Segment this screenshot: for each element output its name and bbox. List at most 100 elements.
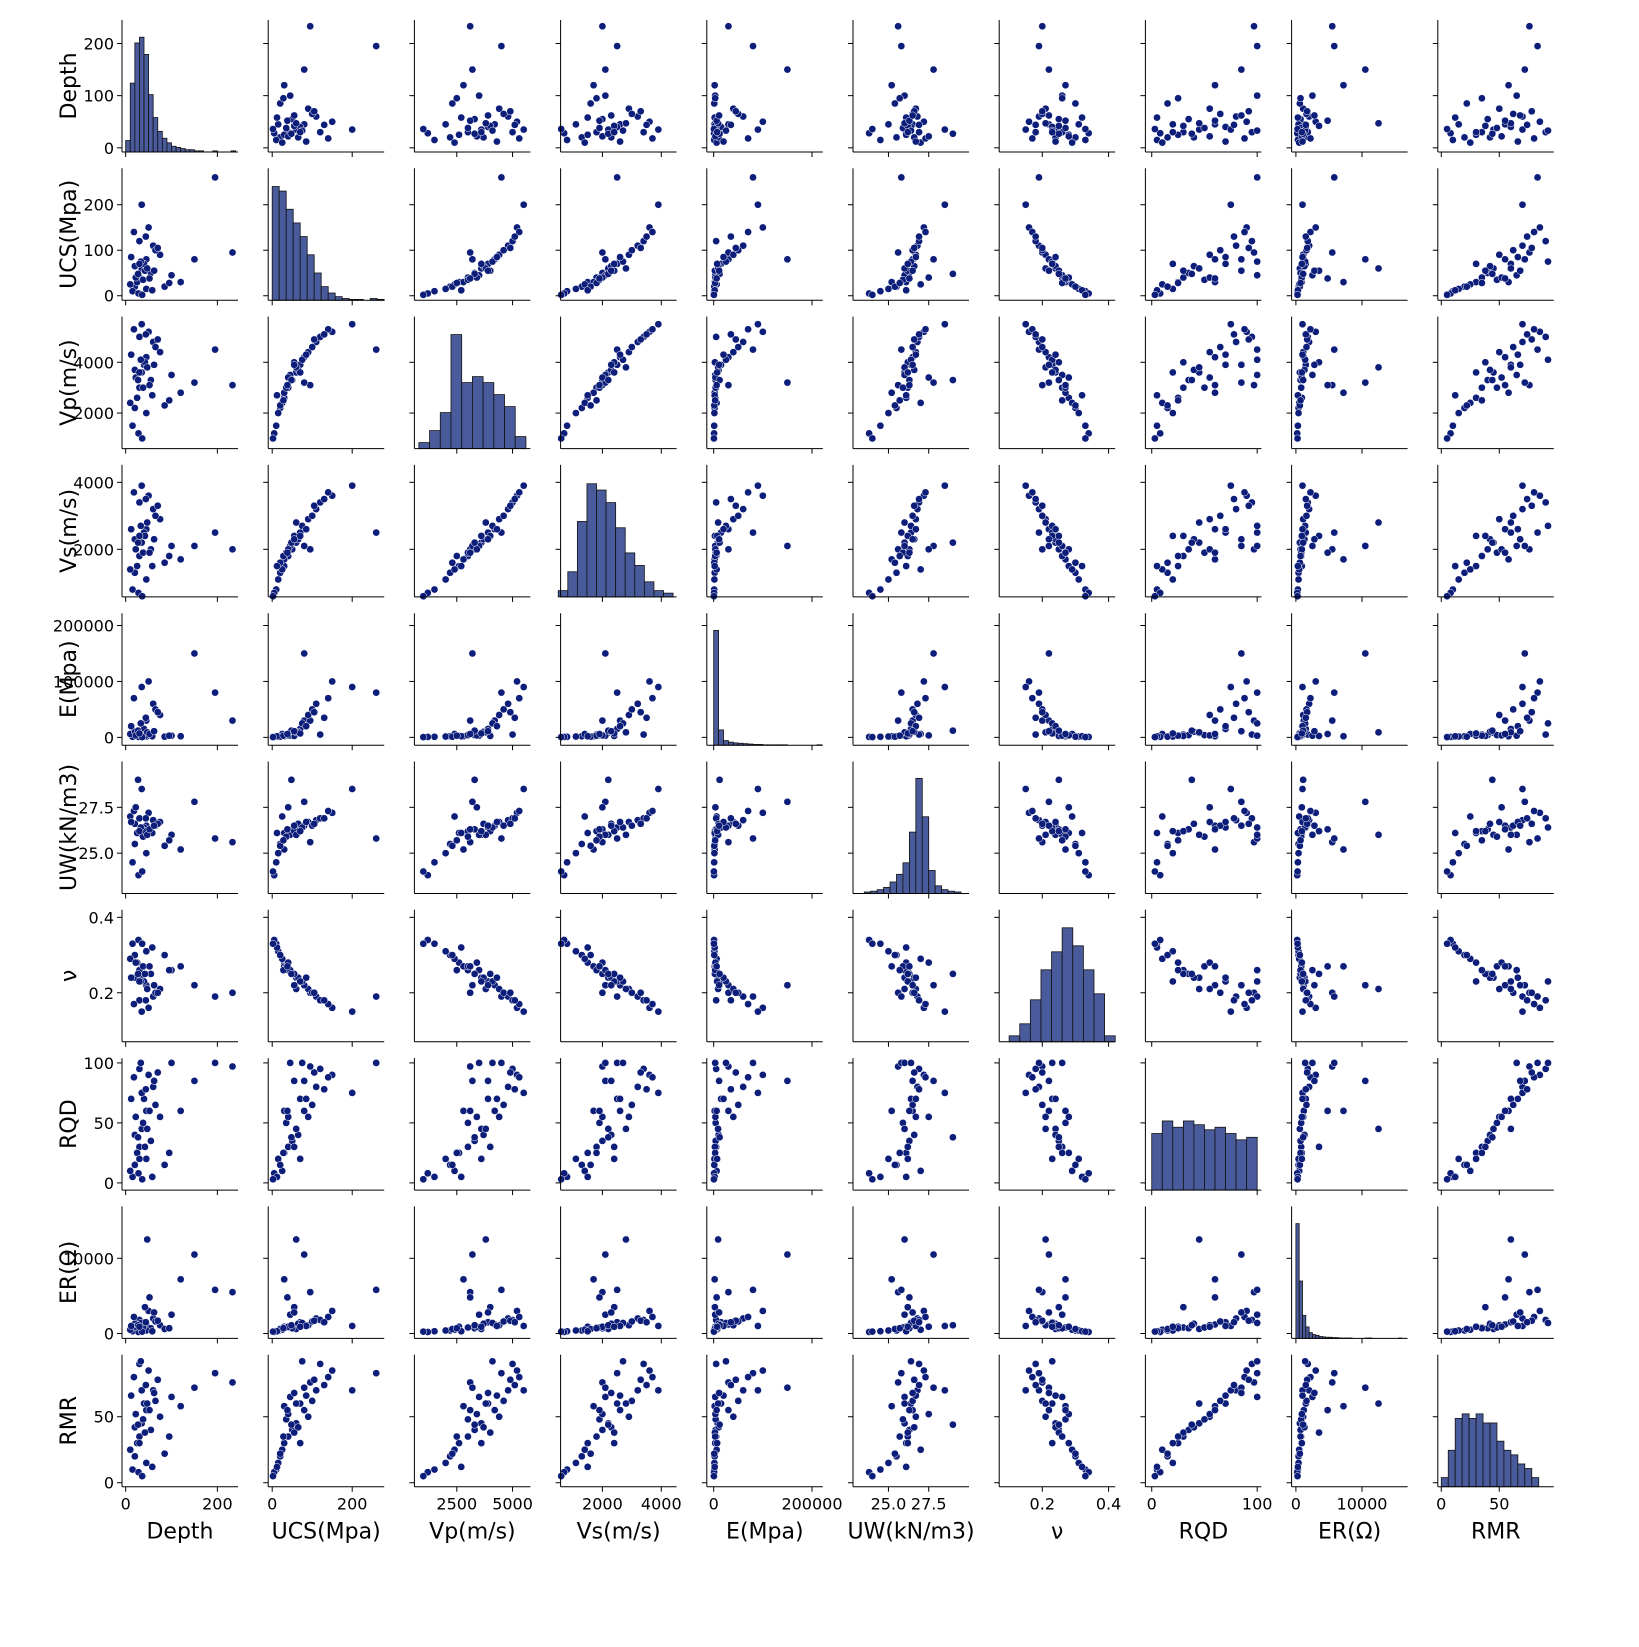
scatter-point xyxy=(154,989,161,996)
scatter-point xyxy=(516,1074,523,1081)
scatter-point xyxy=(1082,291,1089,298)
scatter-point xyxy=(1324,275,1331,282)
scatter-point xyxy=(1514,253,1521,260)
scatter-point xyxy=(1206,1323,1213,1330)
panel xyxy=(994,1058,1115,1195)
scatter-point xyxy=(498,1286,505,1293)
scatter-point xyxy=(161,559,168,566)
scatter-point xyxy=(885,121,892,128)
panel xyxy=(1287,168,1408,305)
scatter-point xyxy=(1241,326,1248,333)
scatter-point xyxy=(150,1389,157,1396)
scatter-point xyxy=(1039,382,1046,389)
scatter-point xyxy=(715,536,722,543)
scatter-point xyxy=(1296,951,1303,958)
scatter-point xyxy=(460,556,467,563)
scatter-point xyxy=(1196,1236,1203,1243)
scatter-point xyxy=(1230,121,1237,128)
scatter-point xyxy=(1455,850,1462,857)
scatter-point xyxy=(507,989,514,996)
scatter-point xyxy=(1299,482,1306,489)
scatter-point xyxy=(191,1384,198,1391)
y-axis-label: ER(Ω) xyxy=(57,1241,82,1304)
scatter-point xyxy=(473,1411,480,1418)
scatter-point xyxy=(907,1059,914,1066)
panel xyxy=(848,20,969,157)
scatter-point xyxy=(1075,121,1082,128)
panel xyxy=(409,762,530,899)
scatter-point xyxy=(596,275,603,282)
scatter-point xyxy=(1449,859,1456,866)
scatter-point xyxy=(877,1173,884,1180)
scatter-point xyxy=(622,364,629,371)
scatter-point xyxy=(587,1450,594,1457)
scatter-point xyxy=(154,502,161,509)
scatter-point xyxy=(142,1086,149,1093)
panel xyxy=(556,762,677,899)
scatter-point xyxy=(455,1440,462,1447)
scatter-point xyxy=(493,974,500,981)
scatter-point xyxy=(1449,136,1456,143)
scatter-point xyxy=(1524,331,1531,338)
scatter-point xyxy=(1340,963,1347,970)
scatter-point xyxy=(1526,1289,1533,1296)
scatter-point xyxy=(168,1311,175,1318)
scatter-point xyxy=(1449,422,1456,429)
scatter-point xyxy=(484,1389,491,1396)
scatter-point xyxy=(1078,392,1085,399)
scatter-point xyxy=(284,382,291,389)
scatter-point xyxy=(1501,1107,1508,1114)
scatter-point xyxy=(925,374,932,381)
scatter-point xyxy=(1501,275,1508,282)
scatter-point xyxy=(1180,384,1187,391)
histogram-bar xyxy=(1455,1418,1462,1486)
scatter-point xyxy=(1295,576,1302,583)
scatter-point xyxy=(877,586,884,593)
scatter-point xyxy=(1052,818,1059,825)
scatter-point xyxy=(1340,1107,1347,1114)
scatter-point xyxy=(1174,837,1181,844)
scatter-point xyxy=(145,1071,152,1078)
scatter-point xyxy=(643,1319,650,1326)
scatter-point xyxy=(896,1149,903,1156)
scatter-point xyxy=(1507,265,1514,272)
scatter-point xyxy=(1299,1392,1306,1399)
scatter-point xyxy=(1227,201,1234,208)
scatter-point xyxy=(1528,244,1535,251)
panel xyxy=(263,762,384,899)
scatter-point xyxy=(903,392,910,399)
scatter-point xyxy=(1164,951,1171,958)
scatter-point xyxy=(442,576,449,583)
histogram-bar xyxy=(451,335,462,449)
scatter-point xyxy=(727,997,734,1004)
scatter-point xyxy=(587,842,594,849)
scatter-point xyxy=(1375,265,1382,272)
scatter-point xyxy=(643,121,650,128)
scatter-point xyxy=(1211,826,1218,833)
scatter-point xyxy=(1206,349,1213,356)
scatter-point xyxy=(581,813,588,820)
scatter-point xyxy=(1082,733,1089,740)
scatter-point xyxy=(301,1251,308,1258)
scatter-point xyxy=(1206,711,1213,718)
scatter-point xyxy=(754,321,761,328)
scatter-point xyxy=(177,1107,184,1114)
scatter-point xyxy=(911,989,918,996)
scatter-point xyxy=(896,1433,903,1440)
scatter-point xyxy=(144,1400,151,1407)
scatter-point xyxy=(1238,379,1245,386)
scatter-point xyxy=(349,1387,356,1394)
histogram-bar xyxy=(462,383,473,449)
scatter-point xyxy=(912,138,919,145)
x-tick-label: 50 xyxy=(1489,1495,1509,1514)
scatter-point xyxy=(288,1322,295,1329)
scatter-point xyxy=(373,346,380,353)
scatter-point xyxy=(1035,529,1042,536)
scatter-point xyxy=(442,1155,449,1162)
scatter-point xyxy=(1250,382,1257,389)
scatter-point xyxy=(1206,516,1213,523)
histogram-bar xyxy=(597,490,607,597)
